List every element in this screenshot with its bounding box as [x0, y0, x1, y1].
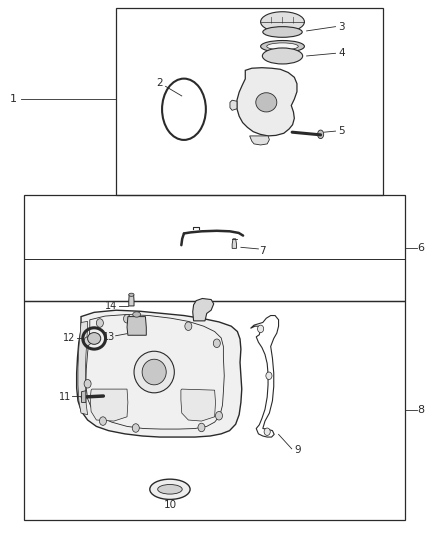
Circle shape — [96, 319, 103, 327]
Ellipse shape — [88, 333, 101, 344]
Text: 8: 8 — [417, 406, 424, 415]
Text: 1: 1 — [10, 94, 17, 103]
Ellipse shape — [267, 43, 298, 50]
Polygon shape — [237, 68, 297, 136]
Polygon shape — [181, 389, 215, 421]
Text: 12: 12 — [63, 334, 75, 343]
Ellipse shape — [129, 293, 134, 296]
Ellipse shape — [261, 41, 304, 52]
Circle shape — [266, 372, 272, 379]
Circle shape — [264, 428, 270, 435]
Polygon shape — [127, 317, 146, 335]
Text: 11: 11 — [59, 392, 71, 401]
Text: 6: 6 — [417, 243, 424, 253]
Ellipse shape — [263, 27, 302, 37]
Ellipse shape — [261, 12, 304, 32]
Ellipse shape — [158, 484, 182, 494]
Circle shape — [213, 339, 220, 348]
Circle shape — [258, 325, 264, 333]
Polygon shape — [232, 239, 237, 248]
Polygon shape — [193, 298, 214, 321]
Text: 7: 7 — [259, 246, 266, 255]
Ellipse shape — [142, 359, 166, 385]
Ellipse shape — [150, 479, 190, 499]
Text: 3: 3 — [338, 22, 345, 31]
Circle shape — [84, 337, 91, 345]
Ellipse shape — [133, 312, 141, 317]
Circle shape — [84, 379, 91, 388]
Ellipse shape — [262, 48, 303, 64]
Circle shape — [124, 314, 131, 323]
Text: 5: 5 — [338, 126, 345, 136]
Text: 13: 13 — [102, 332, 115, 342]
Polygon shape — [78, 321, 88, 415]
Polygon shape — [81, 391, 86, 402]
Text: 4: 4 — [338, 49, 345, 58]
Polygon shape — [250, 136, 269, 145]
Ellipse shape — [134, 351, 174, 393]
Text: 2: 2 — [156, 78, 163, 87]
Ellipse shape — [318, 130, 324, 139]
Circle shape — [198, 423, 205, 432]
Circle shape — [99, 417, 106, 425]
Circle shape — [185, 322, 192, 330]
Text: 14: 14 — [105, 302, 117, 311]
Text: 10: 10 — [163, 500, 177, 510]
Circle shape — [132, 424, 139, 432]
Circle shape — [215, 411, 223, 420]
Polygon shape — [77, 310, 242, 437]
Text: 9: 9 — [294, 446, 301, 455]
Polygon shape — [129, 294, 134, 306]
Polygon shape — [230, 100, 237, 110]
Ellipse shape — [256, 93, 277, 112]
Polygon shape — [90, 389, 128, 421]
